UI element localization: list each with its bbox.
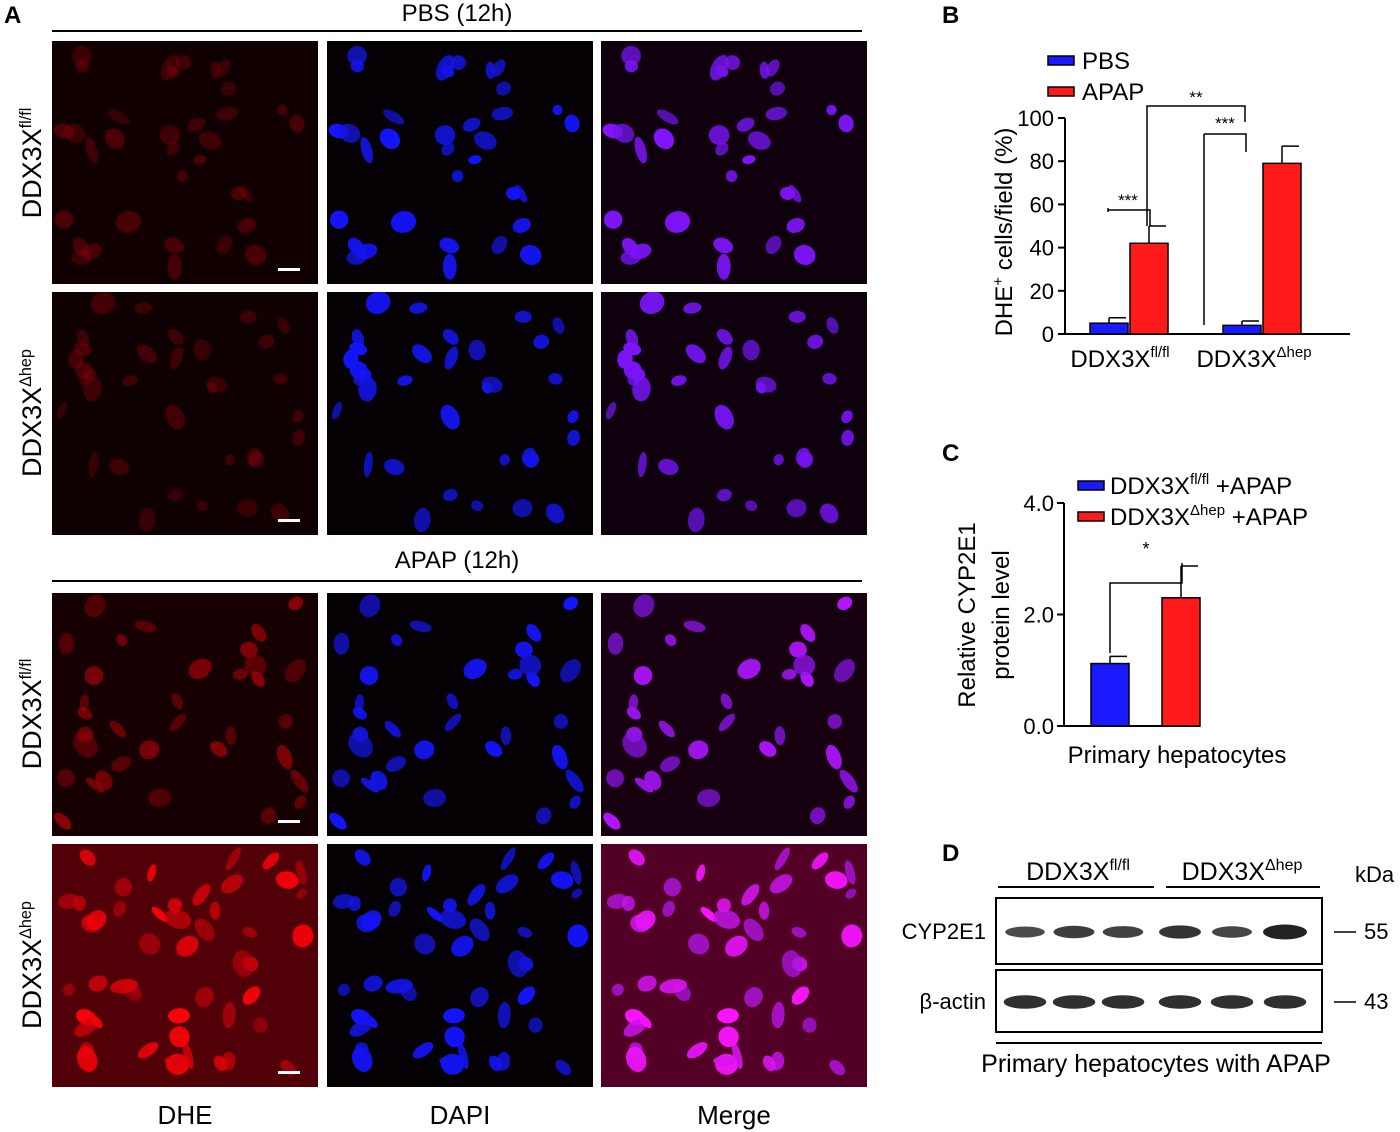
row-label-apap-dhep: DDX3XΔhep (17, 901, 47, 1029)
bar-pbs-1 (1222, 324, 1262, 335)
blot-band-actin-3 (1101, 995, 1145, 1009)
micrograph-dapi-row-4 (327, 844, 593, 1087)
y-tick-label-b: 40 (1030, 236, 1054, 261)
micrograph-dhe-row-3 (52, 593, 318, 836)
col-label-merge: Merge (697, 1100, 771, 1130)
blot-group-label-dhep: DDX3XΔhep (1182, 857, 1303, 886)
scale-bar (278, 820, 300, 823)
y-tick-label-c: 2.0 (1023, 603, 1054, 628)
y-tick-label-b: 20 (1030, 279, 1054, 304)
panel-c-letter: C (942, 440, 960, 467)
y-tick-label-b: 0 (1042, 322, 1054, 347)
panel-d-letter: D (942, 840, 960, 867)
y-axis-title-c-line1: Relative CYP2E1 (954, 522, 981, 707)
micrograph-dapi-row-3 (327, 593, 593, 836)
y-axis-title-b: DHE+ cells/field (%) (990, 128, 1018, 337)
group-line-apap (52, 580, 862, 582)
x-tick-label-dhep: DDX3XΔhep (1196, 344, 1311, 373)
x-tick-label-flfl: DDX3Xfl/fl (1070, 344, 1169, 373)
kda-value-55: 55 (1364, 919, 1388, 944)
micrograph-dapi-row-2 (327, 292, 593, 535)
x-axis-title-c: Primary hepatocytes (1068, 742, 1287, 769)
y-axis-title-c-line2: protein level (988, 550, 1015, 679)
blot-band-actin-5 (1210, 995, 1254, 1009)
blot-band-cyp2e1-2 (1053, 925, 1095, 939)
col-label-dhe: DHE (157, 1100, 213, 1130)
blot-row-label-actin: β-actin (920, 989, 986, 1014)
row-label-pbs-flfl: DDX3Xfl/fl (17, 107, 47, 219)
western-blot-d: DDX3Xfl/fl DDX3XΔhep kDa CYP2E1 β-actin … (902, 857, 1395, 1078)
kda-value-43: 43 (1364, 989, 1388, 1014)
micrograph-dapi-row-1 (327, 41, 593, 284)
row-label-apap-flfl: DDX3Xfl/fl (17, 658, 47, 770)
micrograph-merge-row-1 (601, 41, 867, 284)
legend-label-apap: APAP (1082, 79, 1144, 106)
micrograph-merge-row-3 (601, 593, 867, 836)
micrograph-merge-row-4 (601, 844, 867, 1087)
micrograph-dhe-row-2 (52, 292, 318, 535)
legend-swatch-apap (1047, 86, 1075, 97)
sig-label-dhep: *** (1215, 114, 1235, 133)
panel-a-letter: A (4, 2, 22, 29)
bar-apap-1 (1262, 162, 1302, 335)
blot-band-actin-6 (1263, 995, 1307, 1009)
micrograph-merge-row-2 (601, 292, 867, 535)
legend-swatch-pbs (1047, 55, 1075, 66)
sig-label-c: * (1142, 539, 1149, 559)
sig-label-flfl: *** (1118, 191, 1138, 210)
sig-bracket-c (1109, 563, 1183, 653)
blot-band-cyp2e1-5 (1212, 926, 1252, 938)
blot-group-label-flfl: DDX3Xfl/fl (1026, 857, 1130, 886)
group-title-pbs: PBS (12h) (401, 0, 513, 27)
blot-band-cyp2e1-1 (1005, 926, 1045, 938)
sig-bracket-flfl (1107, 208, 1151, 226)
blot-caption: Primary hepatocytes with APAP (981, 1050, 1331, 1078)
blot-row-label-cyp2e1: CYP2E1 (902, 919, 986, 944)
micrograph-dhe-row-1 (52, 41, 318, 284)
sig-bracket-dhep (1203, 133, 1247, 325)
blot-band-cyp2e1-4 (1159, 925, 1201, 939)
micrograph-dhe-row-4 (52, 844, 318, 1087)
blot-band-actin-4 (1158, 995, 1202, 1009)
y-tick-label-c: 4.0 (1023, 491, 1054, 516)
blot-band-actin-2 (1052, 995, 1096, 1009)
legend-swatch-flfl (1077, 480, 1105, 491)
chart-c: DDX3Xfl/fl +APAP DDX3XΔhep +APAP Relativ… (954, 471, 1308, 769)
legend-swatch-dhep (1077, 511, 1105, 522)
group-title-apap: APAP (12h) (394, 547, 520, 574)
y-tick-label-b: 100 (1017, 106, 1054, 131)
blot-band-actin-1 (1003, 995, 1047, 1009)
bar-apap-0 (1129, 242, 1169, 335)
panel-b-letter: B (942, 2, 960, 29)
scale-bar (278, 268, 300, 271)
y-tick-label-c: 0.0 (1023, 714, 1054, 739)
y-tick-label-b: 60 (1030, 192, 1054, 217)
legend-label-flfl: DDX3Xfl/fl +APAP (1110, 471, 1292, 500)
kda-label: kDa (1355, 862, 1395, 887)
scale-bar (278, 519, 300, 522)
sig-bracket-between (1146, 105, 1246, 226)
group-line-pbs (52, 30, 862, 32)
blot-band-cyp2e1-3 (1102, 926, 1144, 938)
legend-label-dhep: DDX3XΔhep +APAP (1110, 502, 1308, 531)
chart-b: PBS APAP DHE+ cells/field (%) 0 20 40 60 80 1… (990, 48, 1350, 373)
sig-label-between: ** (1189, 88, 1203, 107)
bar-pbs-0 (1089, 322, 1129, 335)
row-label-pbs-dhep: DDX3XΔhep (17, 349, 47, 477)
bar-c-0 (1090, 662, 1130, 727)
y-tick-label-b: 80 (1030, 149, 1054, 174)
col-label-dapi: DAPI (429, 1100, 491, 1130)
legend-label-pbs: PBS (1082, 48, 1130, 75)
blot-band-cyp2e1-6 (1263, 924, 1307, 940)
bar-c-1 (1161, 597, 1201, 727)
scale-bar (278, 1071, 300, 1074)
